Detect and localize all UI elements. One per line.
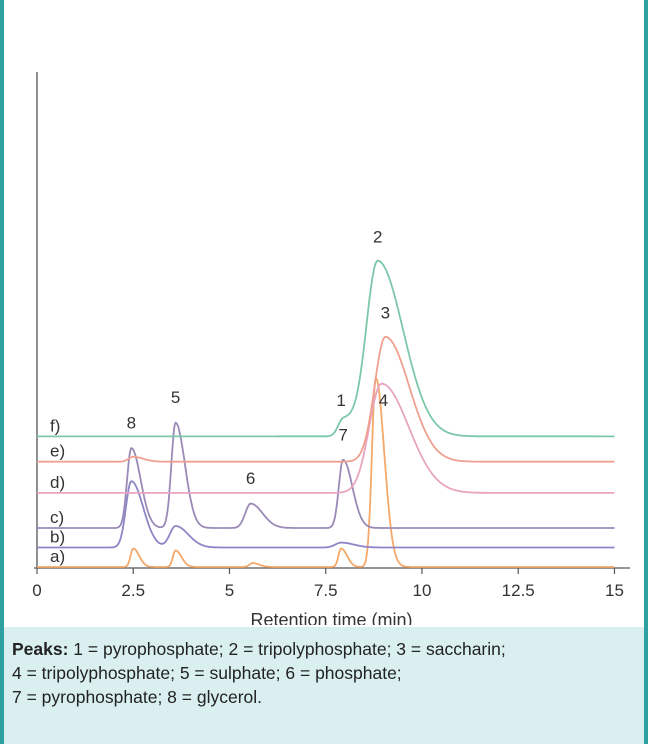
x-tick-label: 5 (225, 581, 234, 600)
peak-label: 1 (336, 391, 345, 410)
trace-line (36, 259, 615, 438)
trace-label: a) (50, 547, 65, 566)
caption-box: Peaks: 1 = pyrophosphate; 2 = tripolypho… (4, 627, 644, 744)
trace-label: b) (50, 528, 65, 547)
trace-label: c) (50, 508, 64, 527)
x-tick-label: 15 (605, 581, 624, 600)
trace-line (36, 335, 615, 463)
labels: a)b)c) d) e) f) 1 2 3 4 5 6 7 8 (50, 227, 390, 566)
x-axis-title: Retention time (min) (250, 610, 412, 625)
peak-label: 7 (338, 425, 347, 444)
x-tick-label: 2.5 (121, 581, 145, 600)
trace-line (36, 376, 615, 568)
caption-line-1: 1 = pyrophosphate; 2 = tripolyphosphate;… (68, 639, 506, 659)
traces (36, 259, 615, 568)
peak-label: 6 (246, 469, 255, 488)
trace-line (36, 421, 615, 529)
peak-label: 3 (381, 303, 390, 322)
x-tick-label: 7.5 (314, 581, 338, 600)
peak-label: 8 (127, 414, 136, 433)
caption-line-3: 7 = pyrophosphate; 8 = glycerol. (12, 687, 263, 707)
trace-label: e) (50, 442, 65, 461)
trace-line (36, 480, 615, 549)
peak-label: 5 (171, 388, 180, 407)
x-tick-label: 10 (413, 581, 432, 600)
caption-heading: Peaks: (12, 639, 69, 659)
x-tick-label: 12.5 (502, 581, 535, 600)
x-tick-label: 0 (32, 581, 41, 600)
peak-label: 4 (379, 391, 388, 410)
trace-label: f) (50, 416, 60, 435)
peak-label: 2 (373, 227, 382, 246)
trace-line (36, 382, 615, 494)
caption-line-2: 4 = tripolyphosphate; 5 = sulphate; 6 = … (12, 663, 402, 683)
trace-label: d) (50, 473, 65, 492)
